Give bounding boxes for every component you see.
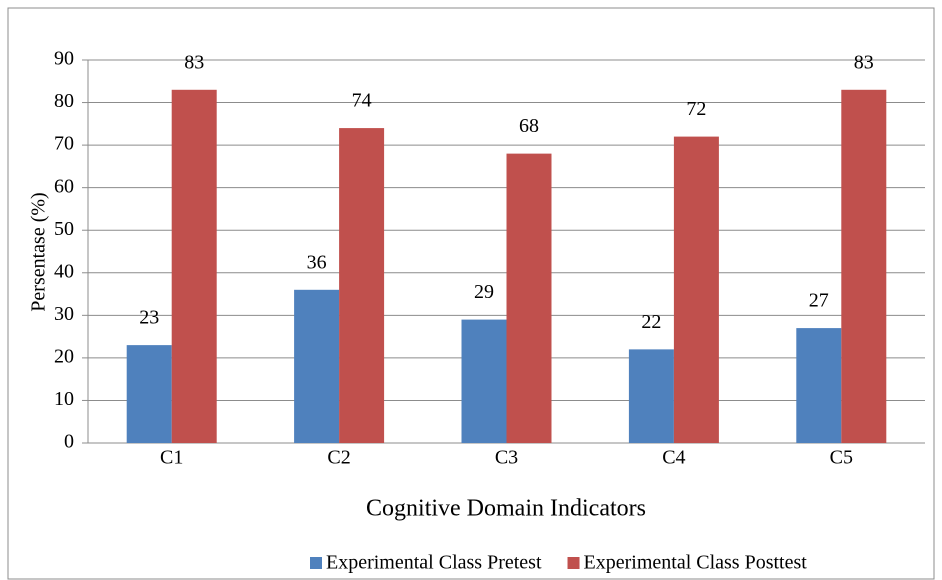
data-label: 74 <box>352 90 372 112</box>
data-label: 72 <box>686 98 706 120</box>
bar <box>461 319 507 443</box>
chart-border <box>7 7 935 580</box>
y-tick-label: 70 <box>54 133 74 155</box>
y-tick-label: 40 <box>54 260 74 282</box>
data-label: 83 <box>184 51 204 73</box>
y-tick-label: 10 <box>54 388 74 410</box>
bar <box>841 89 887 444</box>
x-tick-label: C5 <box>830 447 853 469</box>
data-label: 68 <box>519 115 539 137</box>
y-tick-label: 20 <box>54 345 74 367</box>
bar <box>294 289 340 443</box>
data-label: 22 <box>641 311 661 333</box>
bar <box>673 136 719 443</box>
bar <box>171 89 217 444</box>
y-tick-label: 60 <box>54 175 74 197</box>
x-tick-label: C1 <box>160 447 183 469</box>
data-label: 23 <box>139 307 159 329</box>
bar <box>126 345 172 443</box>
y-tick-label: 50 <box>54 218 74 240</box>
x-axis-title: Cognitive Domain Indicators <box>366 496 646 522</box>
legend-label: Experimental Class Posttest <box>584 552 808 574</box>
bar <box>796 328 842 443</box>
bar <box>339 128 385 444</box>
legend-swatch <box>567 557 580 569</box>
y-tick-label: 90 <box>54 48 74 70</box>
x-tick-label: C4 <box>662 447 685 469</box>
y-tick-label: 0 <box>64 431 74 453</box>
x-tick-label: C3 <box>495 447 518 469</box>
data-label: 36 <box>307 251 327 273</box>
legend-label: Experimental Class Pretest <box>326 552 542 574</box>
bar <box>506 153 552 443</box>
y-tick-label: 30 <box>54 303 74 325</box>
y-axis-title: Persentase (%) <box>28 192 50 311</box>
x-tick-label: C2 <box>327 447 350 469</box>
data-label: 83 <box>854 51 874 73</box>
data-label: 27 <box>809 290 829 312</box>
bar <box>628 349 674 443</box>
legend-swatch <box>310 557 322 569</box>
y-tick-label: 80 <box>54 90 74 112</box>
data-label: 29 <box>474 281 494 303</box>
